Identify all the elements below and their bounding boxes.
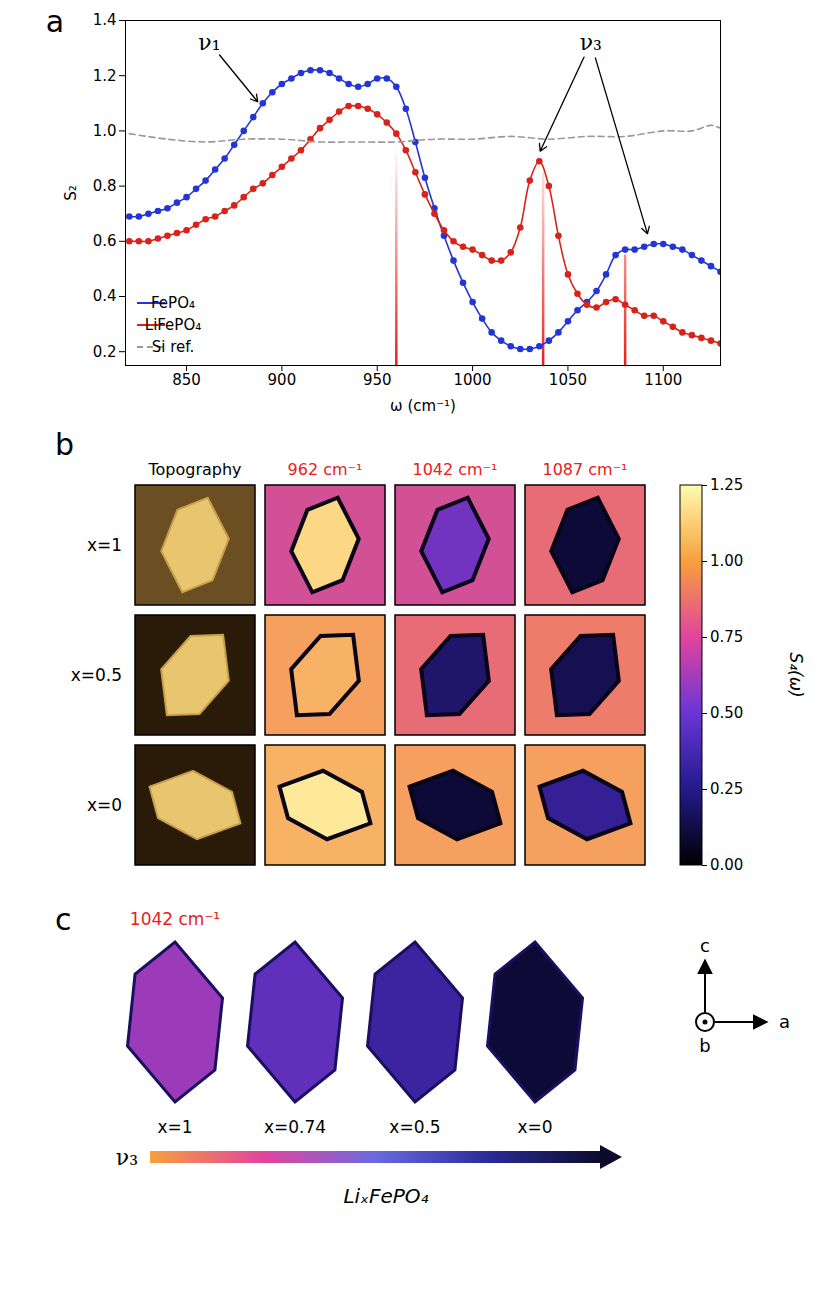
svg-text:1100: 1100 xyxy=(644,371,682,389)
svg-text:S₄(ω): S₄(ω) xyxy=(786,652,806,697)
svg-text:a: a xyxy=(779,1011,790,1032)
svg-text:0.50: 0.50 xyxy=(710,704,743,722)
svg-text:1.0: 1.0 xyxy=(93,122,117,140)
svg-text:1.4: 1.4 xyxy=(93,11,117,29)
svg-text:950: 950 xyxy=(363,371,392,389)
svg-text:x=1: x=1 xyxy=(157,1117,192,1137)
svg-text:0.00: 0.00 xyxy=(710,856,743,874)
svg-text:ν₃: ν₃ xyxy=(116,1145,138,1170)
svg-text:c: c xyxy=(700,935,710,956)
svg-text:1042 cm⁻¹: 1042 cm⁻¹ xyxy=(130,909,220,929)
svg-text:LiFePO₄: LiFePO₄ xyxy=(145,316,201,334)
svg-text:1042 cm⁻¹: 1042 cm⁻¹ xyxy=(412,460,497,479)
svg-text:x=0.5: x=0.5 xyxy=(71,665,122,685)
svg-text:a: a xyxy=(46,4,64,39)
svg-text:0.25: 0.25 xyxy=(710,780,743,798)
svg-text:ν₃: ν₃ xyxy=(580,30,602,55)
svg-text:900: 900 xyxy=(268,371,297,389)
svg-text:LiₓFePO₄: LiₓFePO₄ xyxy=(343,1184,428,1208)
svg-text:FePO₄: FePO₄ xyxy=(151,294,195,312)
svg-text:b: b xyxy=(699,1035,710,1056)
svg-text:x=0.5: x=0.5 xyxy=(389,1117,440,1137)
svg-text:1050: 1050 xyxy=(549,371,587,389)
svg-text:b: b xyxy=(55,427,74,462)
svg-text:1.00: 1.00 xyxy=(710,552,743,570)
svg-text:0.2: 0.2 xyxy=(93,343,117,361)
svg-text:c: c xyxy=(55,902,72,937)
svg-text:x=0: x=0 xyxy=(517,1117,552,1137)
svg-text:1000: 1000 xyxy=(453,371,491,389)
svg-text:0.4: 0.4 xyxy=(93,287,117,305)
svg-text:x=0: x=0 xyxy=(87,795,122,815)
svg-text:850: 850 xyxy=(172,371,201,389)
svg-text:ν₁: ν₁ xyxy=(198,30,220,55)
svg-text:1.25: 1.25 xyxy=(710,476,743,494)
svg-text:1.2: 1.2 xyxy=(93,67,117,85)
svg-text:0.8: 0.8 xyxy=(93,177,117,195)
svg-text:ω (cm⁻¹): ω (cm⁻¹) xyxy=(390,397,456,415)
svg-text:962 cm⁻¹: 962 cm⁻¹ xyxy=(288,460,363,479)
svg-text:x=0.74: x=0.74 xyxy=(264,1117,326,1137)
svg-text:Si ref.: Si ref. xyxy=(152,338,194,356)
svg-text:S₂: S₂ xyxy=(62,185,80,201)
svg-text:x=1: x=1 xyxy=(87,535,122,555)
svg-text:1087 cm⁻¹: 1087 cm⁻¹ xyxy=(542,460,627,479)
svg-text:0.6: 0.6 xyxy=(93,232,117,250)
svg-text:Topography: Topography xyxy=(147,460,241,479)
svg-text:0.75: 0.75 xyxy=(710,628,743,646)
